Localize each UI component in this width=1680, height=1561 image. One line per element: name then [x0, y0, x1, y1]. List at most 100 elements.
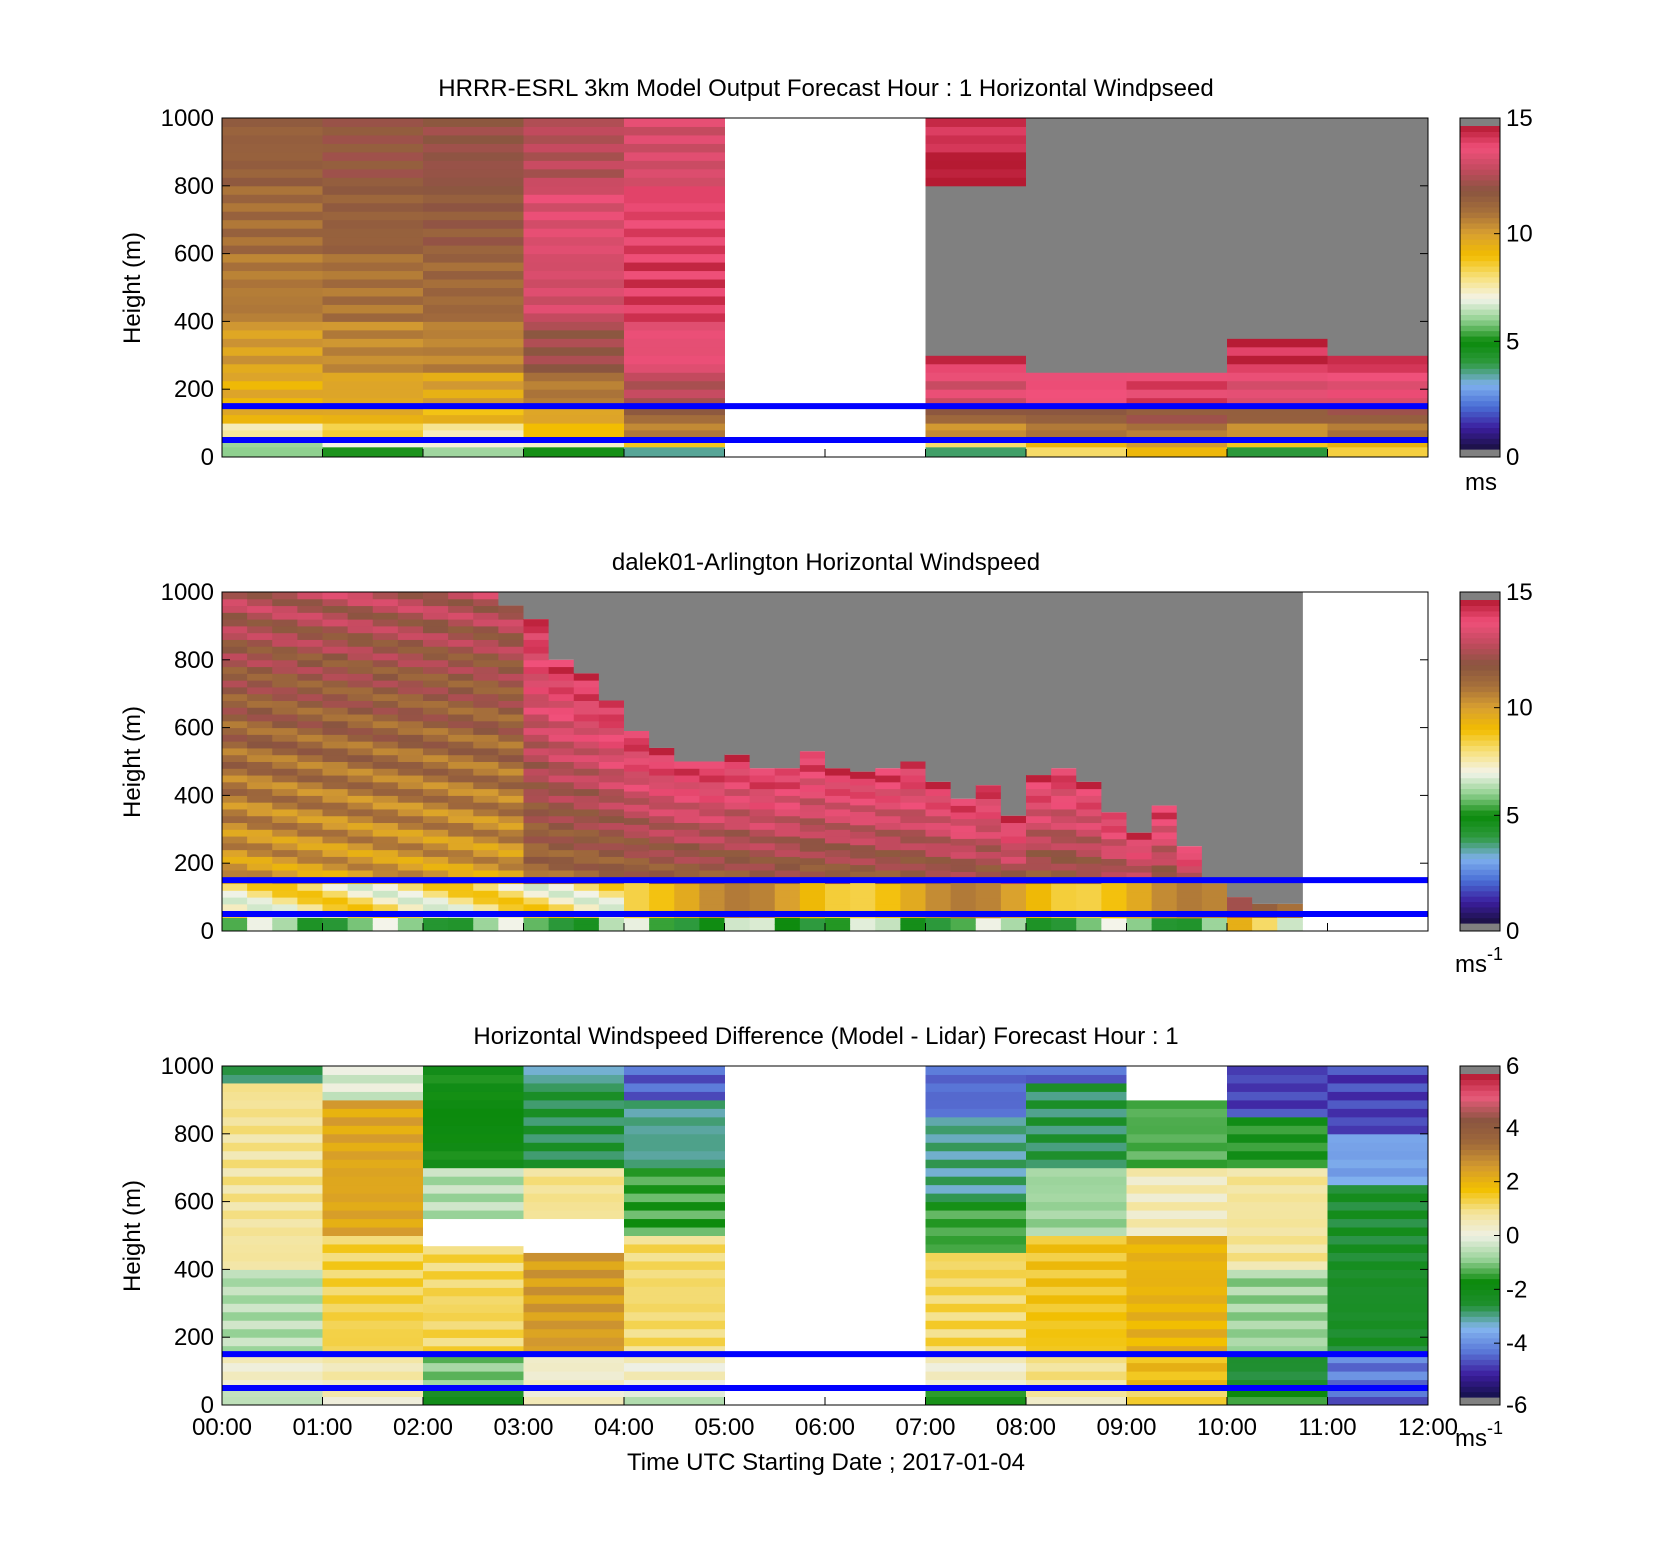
heatmap-cell — [1101, 898, 1127, 906]
heatmap-cell — [222, 279, 323, 288]
heatmap-cell — [925, 1176, 1027, 1186]
colorbar-swatch — [1460, 190, 1500, 197]
heatmap-cell — [372, 754, 399, 762]
heatmap-cell — [222, 1159, 323, 1169]
colorbar-swatch — [1460, 610, 1500, 617]
heatmap-cell — [573, 727, 600, 735]
heatmap-cell — [372, 693, 399, 701]
heatmap-cell — [523, 168, 625, 178]
heatmap-cell — [850, 831, 876, 839]
heatmap-cell — [1101, 851, 1127, 859]
heatmap-cell — [423, 1245, 524, 1255]
heatmap-cell — [1026, 1159, 1127, 1169]
heatmap-cell — [347, 720, 374, 729]
heatmap-cell — [523, 372, 625, 382]
heatmap-cell — [548, 775, 575, 783]
heatmap-cell — [1126, 898, 1153, 906]
heatmap-cell — [1076, 869, 1102, 878]
heatmap-cell — [272, 741, 298, 749]
heatmap-cell — [523, 219, 625, 229]
colorbar-tick-label: 10 — [1506, 221, 1533, 248]
heatmap-cell — [1026, 312, 1127, 322]
heatmap-cell — [423, 262, 524, 272]
heatmap-cell — [674, 883, 700, 891]
heatmap-cell — [1126, 177, 1228, 187]
heatmap-cell — [423, 869, 449, 878]
heatmap-cell — [448, 761, 474, 769]
colorbar-cap-top — [1460, 592, 1500, 600]
heatmap-cell — [423, 1388, 524, 1398]
colorbar-swatch — [1460, 244, 1500, 251]
heatmap-cell — [397, 625, 424, 634]
heatmap-cell — [322, 754, 349, 762]
colorbar-swatch — [1460, 309, 1500, 316]
heatmap-cell — [624, 744, 650, 752]
heatmap-cell — [1227, 397, 1328, 407]
heatmap-cell — [1026, 134, 1127, 144]
heatmap-cell — [1076, 890, 1102, 898]
heatmap-cell — [1327, 1337, 1429, 1347]
heatmap-cell — [1051, 775, 1077, 783]
heatmap-cell — [1026, 1379, 1127, 1389]
heatmap-cell — [473, 788, 499, 796]
heatmap-cell — [397, 815, 424, 824]
heatmap-cell — [523, 1150, 625, 1160]
heatmap-cell — [297, 795, 323, 803]
heatmap-cell — [347, 883, 374, 891]
heatmap-cell — [222, 295, 323, 305]
heatmap-cell — [448, 632, 474, 640]
heatmap-missing — [825, 592, 851, 769]
heatmap-cell — [372, 842, 399, 851]
colorbar-swatch — [1460, 432, 1500, 439]
heatmap-cell — [925, 808, 952, 817]
heatmap-cell — [247, 720, 273, 729]
heatmap-cell — [1126, 1125, 1228, 1135]
heatmap-cell — [498, 680, 524, 688]
heatmap-cell — [347, 822, 374, 830]
heatmap-cell — [448, 639, 474, 647]
heatmap-cell — [1227, 304, 1328, 314]
heatmap-cell — [423, 592, 449, 600]
heatmap-missing — [1051, 592, 1077, 769]
heatmap-cell — [523, 389, 625, 399]
heatmap-cell — [222, 768, 248, 776]
heatmap-cell — [1126, 236, 1228, 246]
heatmap-cell — [925, 788, 952, 796]
heatmap-cell — [322, 1201, 424, 1211]
heatmap-cell — [1327, 380, 1429, 390]
heatmap-cell — [799, 871, 826, 879]
heatmap-cell — [397, 781, 424, 790]
heatmap-cell — [749, 815, 776, 824]
heatmap-cell — [1101, 884, 1127, 892]
colorbar-swatch — [1460, 1127, 1500, 1134]
heatmap-cell — [272, 903, 298, 912]
heatmap-cell — [222, 160, 323, 170]
heatmap-cell — [573, 734, 600, 742]
heatmap-cell — [473, 714, 499, 722]
heatmap-cell — [423, 1295, 524, 1305]
heatmap-cell — [1126, 1099, 1228, 1109]
heatmap-cell — [372, 869, 399, 878]
colorbar-swatch — [1460, 847, 1500, 854]
heatmap-cell — [423, 754, 449, 762]
heatmap-cell — [498, 707, 524, 715]
heatmap-cell — [573, 903, 600, 912]
heatmap-cell — [1126, 118, 1228, 127]
heatmap-cell — [624, 338, 725, 348]
heatmap-cell — [222, 592, 248, 600]
heatmap-cell — [423, 287, 524, 297]
ytick-label: 800 — [174, 173, 214, 200]
heatmap-cell — [1000, 822, 1027, 830]
heatmap-cell — [1327, 295, 1429, 305]
heatmap-cell — [423, 304, 524, 314]
heatmap-nodata — [1419, 592, 1428, 881]
heatmap-cell — [598, 781, 625, 790]
heatmap-cell — [423, 883, 449, 891]
heatmap-cell — [1327, 423, 1429, 431]
heatmap-cell — [724, 883, 751, 891]
heatmap-cell — [724, 856, 751, 864]
heatmap-cell — [322, 1176, 424, 1186]
colorbar-swatch — [1460, 1208, 1500, 1215]
heatmap-cell — [799, 857, 826, 865]
heatmap-cell — [1126, 134, 1228, 144]
